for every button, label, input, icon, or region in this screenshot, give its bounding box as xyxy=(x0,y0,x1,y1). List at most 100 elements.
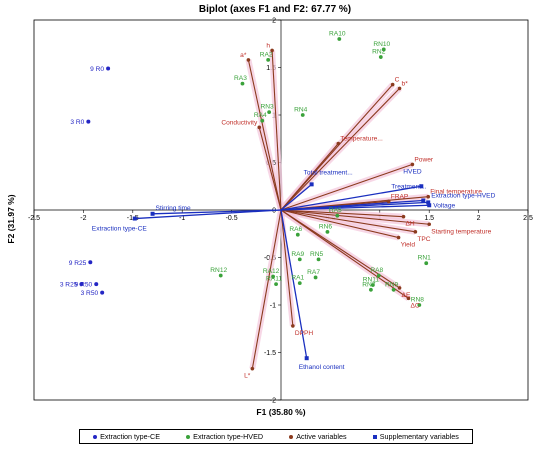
hved-observation-point xyxy=(218,273,223,278)
active-variable-point xyxy=(426,194,431,199)
hved-observation-point xyxy=(424,261,429,266)
label-layer: a* h Conductivity Cb* Temperature... Power Fin… xyxy=(60,31,496,380)
legend-hved-marker xyxy=(186,434,191,439)
x-tick-label: -0.5 xyxy=(226,215,238,222)
active-vector xyxy=(280,209,416,233)
hved-observation-label: RA12 xyxy=(263,268,280,275)
legend-item-hved: Extraction type-HVED xyxy=(186,432,263,441)
ce-observation-label: 3 R25 xyxy=(60,282,78,289)
hved-observation-label: RA2 xyxy=(260,51,273,58)
hved-observation-label: RA4 xyxy=(254,112,267,119)
hved-observation-label: RN7 xyxy=(362,281,376,288)
active-vector xyxy=(247,59,282,211)
ce-observation-label: 9 R50 xyxy=(75,282,93,289)
ce-observation-point xyxy=(94,282,99,287)
active-variable-label: a* xyxy=(240,52,247,59)
hved-observation-label: RN9 xyxy=(385,281,399,288)
y-tick-label: -1 xyxy=(270,303,276,310)
active-vector xyxy=(280,143,339,211)
supplementary-variable-label: Extraction type-HVED xyxy=(431,192,495,199)
ce-observation-point xyxy=(106,66,111,71)
active-variable-point xyxy=(427,222,432,227)
hved-observation-label: RA10 xyxy=(329,31,346,38)
active-variable-point xyxy=(257,125,262,130)
supplementary-variable-point xyxy=(150,211,155,216)
active-variable-point xyxy=(397,286,402,290)
observation-point-layer xyxy=(79,37,432,371)
active-variable-point xyxy=(401,214,406,219)
active-variable-point xyxy=(270,48,274,53)
hved-observation-point xyxy=(369,287,373,292)
supplementary-variable-label: Voltage xyxy=(433,202,455,209)
hved-observation-label: RN2 xyxy=(372,49,386,56)
legend: Extraction type-CE Extraction type-HVED … xyxy=(79,429,473,444)
active-vector xyxy=(280,209,404,218)
active-vector xyxy=(280,209,430,225)
hved-observation-point xyxy=(271,274,275,279)
active-vector xyxy=(280,88,400,211)
active-variable-point xyxy=(390,82,395,87)
x-axis-label: F1 (35.80 %) xyxy=(256,407,305,417)
active-vector xyxy=(271,50,282,211)
supplementary-variable-point xyxy=(304,356,309,361)
hved-observation-label: RN6 xyxy=(319,223,333,230)
active-variable-label: C xyxy=(395,77,400,84)
hved-observation-label: RA11 xyxy=(266,276,282,283)
active-variable-point xyxy=(291,324,295,328)
active-variable-point xyxy=(406,296,411,301)
ce-observation-label: 9 R25 xyxy=(69,260,87,267)
legend-item-supp: Supplementary variables xyxy=(372,432,459,441)
hved-observation-point xyxy=(381,47,386,52)
hved-observation-point xyxy=(391,287,396,292)
active-variable-point xyxy=(397,86,402,91)
hved-observation-label: RN8 xyxy=(411,297,425,304)
legend-hved-label: Extraction type-HVED xyxy=(193,432,264,441)
y-tick-label: -1.5 xyxy=(264,350,276,357)
x-tick-label: 1.5 xyxy=(424,215,434,222)
active-vector xyxy=(280,163,413,211)
hved-observation-point xyxy=(316,257,321,262)
active-variable-label: Final temperature xyxy=(430,189,482,196)
active-variable-label: ΔE xyxy=(402,292,411,299)
ce-observation-label: 3 R50 xyxy=(81,290,99,297)
active-variable-point xyxy=(396,235,401,240)
hved-observation-label: RA5 xyxy=(329,207,342,214)
active-variable-point xyxy=(410,162,415,167)
hved-observation-point xyxy=(297,281,302,286)
hved-observation-label: RA3 xyxy=(234,75,247,82)
x-tick-label: 2 xyxy=(477,215,481,222)
hved-observation-label: RN12 xyxy=(210,267,227,274)
active-variable-point xyxy=(250,366,255,371)
supplementary-variable-label: HVED xyxy=(403,168,422,175)
supplementary-variable-label: Ethanol content xyxy=(299,364,345,371)
ce-observation-point xyxy=(79,282,84,287)
active-vector xyxy=(258,127,282,211)
legend-ce-label: Extraction type-CE xyxy=(100,432,160,441)
hved-observation-label: RN3 xyxy=(261,104,275,111)
supplementary-variable-point xyxy=(419,184,424,189)
legend-active-marker xyxy=(289,434,294,439)
hved-observation-label: RA1 xyxy=(291,275,304,282)
supplementary-variable-point xyxy=(132,216,137,221)
active-vector xyxy=(280,209,294,326)
active-vector xyxy=(280,209,409,299)
supplementary-variable-point xyxy=(309,182,314,187)
active-variable-point xyxy=(336,141,341,146)
hved-observation-label: RN11 xyxy=(363,277,380,284)
active-variable-label: ΔC xyxy=(410,302,419,309)
supplementary-vector xyxy=(280,185,422,211)
ce-observation-point xyxy=(86,119,91,124)
supplementary-variable-label: Total treatment... xyxy=(304,169,353,176)
y-axis-label: F2 (31.97 %) xyxy=(6,194,16,243)
supplementary-variable-point xyxy=(421,198,426,203)
chart-title: Biplot (axes F1 and F2: 67.77 %) xyxy=(198,4,352,15)
active-variable-label: Yield xyxy=(401,242,416,249)
hved-observation-point xyxy=(313,275,318,280)
active-variable-point xyxy=(246,58,251,62)
active-vector xyxy=(280,209,399,239)
hved-observation-label: RN1 xyxy=(418,255,432,262)
hved-observation-point xyxy=(266,58,271,62)
legend-item-ce: Extraction type-CE xyxy=(93,432,160,441)
hved-observation-point xyxy=(378,55,383,59)
